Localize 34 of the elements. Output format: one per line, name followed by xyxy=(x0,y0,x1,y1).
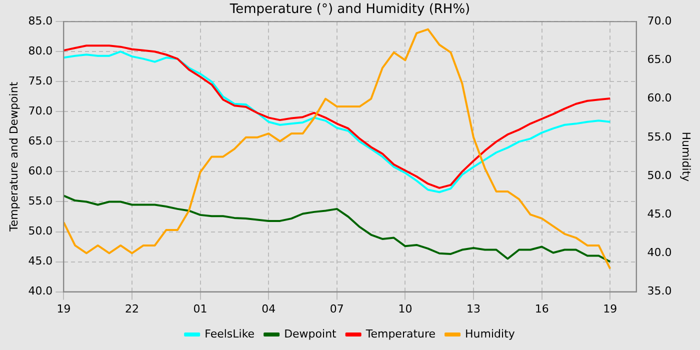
y-tick-label: 40.0 xyxy=(28,284,53,298)
y-tick-label: 50.0 xyxy=(28,224,53,238)
x-tick-label: 19 xyxy=(603,302,618,316)
y-tick-label: 75.0 xyxy=(28,74,53,88)
x-tick-label: 22 xyxy=(124,302,139,316)
y2-tick-label: 45.0 xyxy=(647,207,672,220)
x-tick-label: 01 xyxy=(193,302,208,316)
y2-tick-label: 40.0 xyxy=(647,246,672,260)
y-tick-label: 45.0 xyxy=(28,254,53,268)
y-tick-label: 85.0 xyxy=(28,14,53,28)
chart-title: Temperature (°) and Humidity (RH%) xyxy=(228,2,470,18)
y2-tick-label: 35.0 xyxy=(647,284,672,298)
x-tick-label: 07 xyxy=(330,302,344,316)
y2-tick-label: 50.0 xyxy=(647,168,672,182)
legend-label: Dewpoint xyxy=(284,327,338,340)
x-tick-label: 04 xyxy=(262,302,276,316)
y2-tick-label: 60.0 xyxy=(647,92,672,105)
y2-tick-label: 70.0 xyxy=(647,14,672,28)
y2-tick-label: 65.0 xyxy=(647,53,672,66)
y-tick-label: 65.0 xyxy=(28,134,53,148)
y-tick-label: 80.0 xyxy=(28,44,53,58)
x-tick-label: 19 xyxy=(56,302,71,316)
legend-label: FeelsLike xyxy=(204,327,255,340)
y-tick-label: 70.0 xyxy=(28,104,53,118)
x-tick-label: 16 xyxy=(534,302,549,316)
y2-tick-label: 55.0 xyxy=(647,130,672,144)
y2-axis-title: Humidity xyxy=(680,132,693,182)
legend-label: Temperature xyxy=(364,327,436,340)
y-axis-title: Temperature and Dewpoint xyxy=(7,81,20,233)
y-tick-label: 60.0 xyxy=(28,164,53,178)
x-tick-label: 13 xyxy=(466,302,481,316)
x-tick-label: 10 xyxy=(398,302,412,316)
y-tick-label: 55.0 xyxy=(28,194,53,208)
legend-label: Humidity xyxy=(465,327,516,340)
